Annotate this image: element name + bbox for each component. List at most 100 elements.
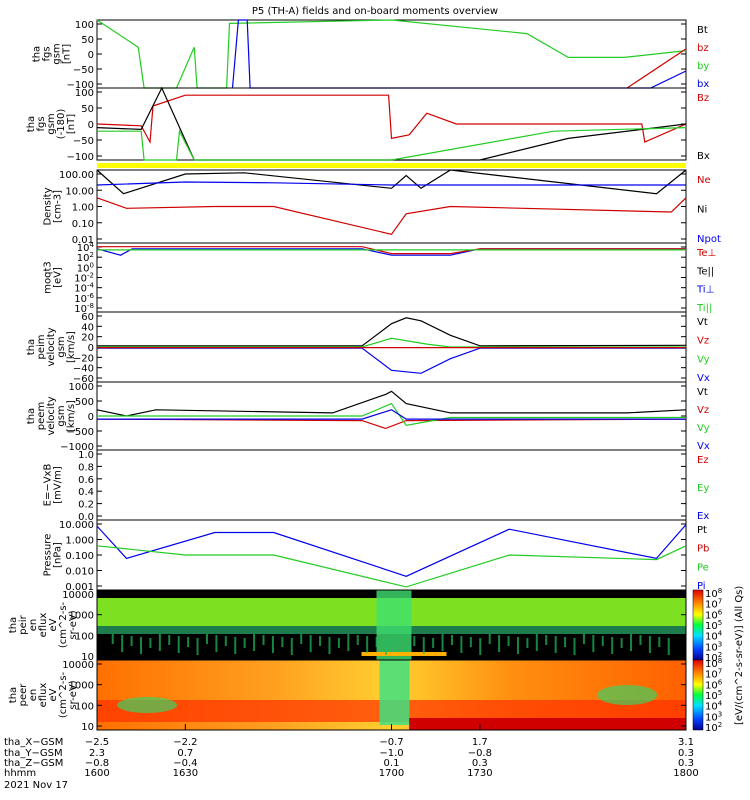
y-tick-label: −20 — [73, 353, 94, 364]
heatmap-bottom-strip — [361, 652, 447, 656]
y-axis-label: en — [28, 689, 39, 702]
x-tick-label: 0.7 — [177, 748, 193, 759]
x-tick-label: 0.3 — [472, 758, 488, 769]
y-axis-label: gsm — [56, 405, 67, 426]
heatmap-speckle — [130, 636, 133, 646]
panel-frame — [96, 449, 687, 521]
legend-entry: Pt — [697, 525, 707, 536]
heatmap-speckle — [187, 637, 190, 647]
panel-frame — [96, 19, 687, 89]
panel-efield: 1.00.8 0.60.4 0.20.0 E=−VxB [mV/m] Ez Ey Ex — [43, 449, 709, 523]
legend-entry: Bz — [697, 93, 709, 104]
legend-entry: Pe — [697, 562, 709, 573]
y-axis-label: tha — [32, 46, 43, 62]
legend-entry: Pb — [697, 544, 709, 555]
heatmap-speckle — [262, 635, 265, 645]
y-axis-label: [nT] — [62, 44, 73, 64]
y-tick-label: 0.10 — [72, 219, 94, 230]
y-tick-label: 0.4 — [78, 487, 94, 498]
heatmap-speckle — [158, 634, 161, 651]
colorbar-tick-label: 102 — [705, 721, 722, 734]
x-axis-row-label: tha_Y−GSM — [4, 748, 63, 759]
y-axis-label: velocity — [46, 396, 57, 435]
series-line-Vz — [96, 418, 687, 430]
heatmap-speckle — [413, 636, 416, 646]
heatmap-green-patch — [117, 697, 178, 713]
y-tick-label: 10.00 — [65, 186, 94, 197]
heatmap-green-patch — [597, 685, 658, 705]
y-tick-label: 0.001 — [65, 582, 94, 593]
y-tick-label: 0.2 — [78, 500, 94, 511]
y-tick-label: 100 — [75, 88, 94, 99]
heatmap-speckle — [639, 635, 642, 645]
heatmap-speckle — [356, 635, 359, 645]
heatmap-speckle — [205, 634, 208, 644]
legend-entry: Vx — [697, 373, 710, 384]
y-axis-label: moqt3 — [43, 261, 54, 294]
y-tick-label: 10 — [81, 652, 94, 663]
y-axis-label: [nT] — [66, 114, 77, 134]
y-tick-label: 1000 — [69, 611, 94, 622]
series-line-bx — [231, 19, 687, 89]
series-line-Npot — [96, 181, 686, 186]
legend-entry: bz — [697, 43, 709, 54]
series-line-Vx — [97, 347, 686, 374]
x-axis-row-label: tha_Z−GSM — [4, 758, 63, 769]
y-tick-label: −60 — [73, 374, 94, 385]
y-axis-label: [eV] — [53, 267, 64, 288]
series-line-Ne — [96, 197, 687, 235]
heatmap-speckle — [319, 636, 322, 646]
heatmap-speckle — [488, 634, 491, 644]
heatmap-speckle — [403, 635, 406, 652]
heatmap-speckle — [290, 638, 293, 655]
legend-entry: bx — [697, 79, 709, 90]
y-tick-label: 0.6 — [78, 475, 94, 486]
heatmap-speckle — [432, 638, 435, 648]
y-tick-label: 1000 — [69, 681, 94, 692]
heatmap-speckle — [168, 635, 171, 645]
legend-entry: Ne — [697, 175, 711, 186]
heatmap-speckle — [526, 638, 529, 648]
heatmap-speckle — [234, 637, 237, 654]
heatmap-speckle — [375, 637, 378, 647]
heatmap-speckle — [450, 635, 453, 645]
legend-entry: Npot — [697, 234, 721, 245]
heatmap-speckle — [667, 638, 670, 655]
y-tick-label: −100 — [67, 152, 94, 163]
heatmap-speckle — [328, 637, 331, 654]
mode-bar — [97, 163, 686, 168]
y-tick-label: 1.0 — [78, 450, 94, 461]
y-axis-label: eV — [48, 688, 59, 701]
legend-entry: Ey — [697, 483, 709, 494]
heatmap-speckle — [366, 636, 369, 653]
heatmap-speckle — [573, 638, 576, 655]
legend-entry: Bx — [697, 151, 710, 162]
y-axis-label: gsm — [56, 336, 67, 357]
y-axis-label: E=−VxB — [43, 464, 54, 507]
y-tick-label: −1000 — [60, 442, 94, 453]
x-tick-label: 0.3 — [678, 748, 694, 759]
y-axis-label: tha — [26, 408, 37, 424]
x-tick-label: 1600 — [84, 768, 109, 779]
y-tick-label: −50 — [73, 65, 94, 76]
heatmap-speckle — [554, 636, 557, 653]
x-tick-label: 1630 — [173, 768, 198, 779]
x-tick-label: 2.3 — [89, 748, 105, 759]
legend-entry: Vt — [697, 387, 708, 398]
legend-entry: by — [697, 61, 709, 72]
heatmap-speckle — [648, 636, 651, 653]
y-axis-label: gsm — [46, 113, 57, 134]
panel-pressure: 10.000 1.000 0.100 0.010 0.001 Pressure [nPa] P… — [43, 519, 709, 593]
y-tick-label: 50 — [81, 104, 94, 115]
y-tick-label: 10.000 — [59, 520, 94, 531]
y-axis-label: fgs — [36, 116, 47, 131]
heatmap-speckle — [516, 637, 519, 654]
y-axis-label: tha — [26, 116, 37, 132]
heatmap-speckle — [300, 634, 303, 644]
heatmap-speckle — [535, 634, 538, 651]
heatmap-speckle — [441, 634, 444, 651]
